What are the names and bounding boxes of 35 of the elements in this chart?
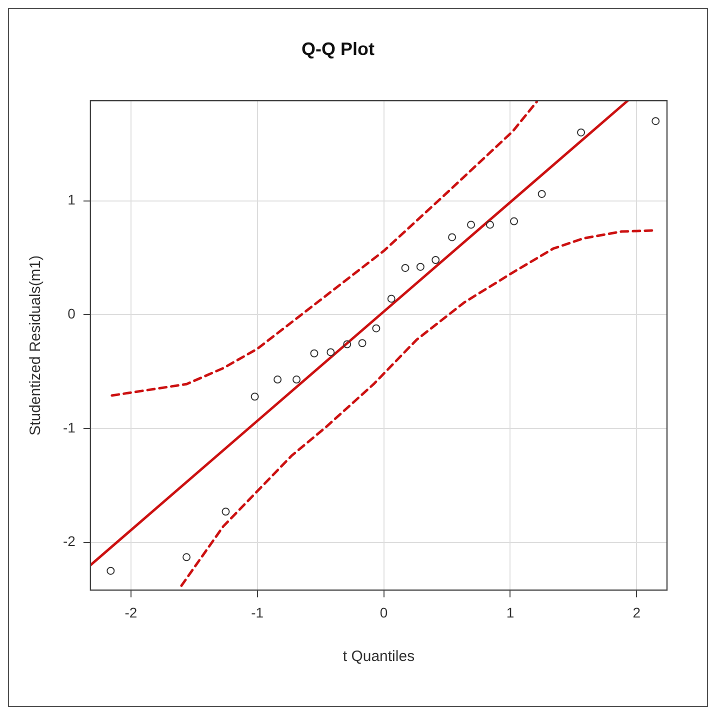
point	[401, 264, 410, 272]
point	[222, 508, 230, 516]
point	[577, 128, 586, 136]
point	[182, 553, 191, 562]
point	[310, 349, 318, 358]
point	[358, 339, 366, 348]
point	[538, 190, 546, 198]
point	[510, 217, 518, 226]
x-tick-label: -1	[251, 604, 264, 620]
point	[387, 294, 396, 303]
y-tick-label: 0	[68, 306, 76, 322]
y-tick-label: 1	[68, 192, 76, 208]
y-tick-label: -2	[62, 533, 76, 550]
point	[250, 392, 259, 401]
x-tick-label: 2	[632, 604, 641, 620]
point	[372, 324, 380, 332]
y-tick-label: -1	[62, 419, 76, 436]
x-tick-label: -2	[124, 604, 138, 620]
point	[106, 566, 115, 575]
x-tick-label: 1	[506, 604, 514, 620]
line-series	[110, 100, 538, 397]
point	[326, 348, 335, 356]
x-axis-title: t Quantiles	[342, 648, 415, 666]
point	[448, 233, 456, 242]
point	[432, 256, 440, 264]
point	[486, 220, 494, 229]
point	[467, 220, 476, 229]
chart-title: Q-Q Plot	[302, 38, 374, 59]
point	[416, 262, 424, 271]
point	[274, 376, 282, 384]
point	[292, 376, 301, 384]
y-axis-title: Studentized Residuals(m1)	[27, 255, 44, 436]
point	[343, 340, 352, 348]
point	[652, 117, 660, 126]
x-tick-label: 0	[380, 604, 388, 620]
